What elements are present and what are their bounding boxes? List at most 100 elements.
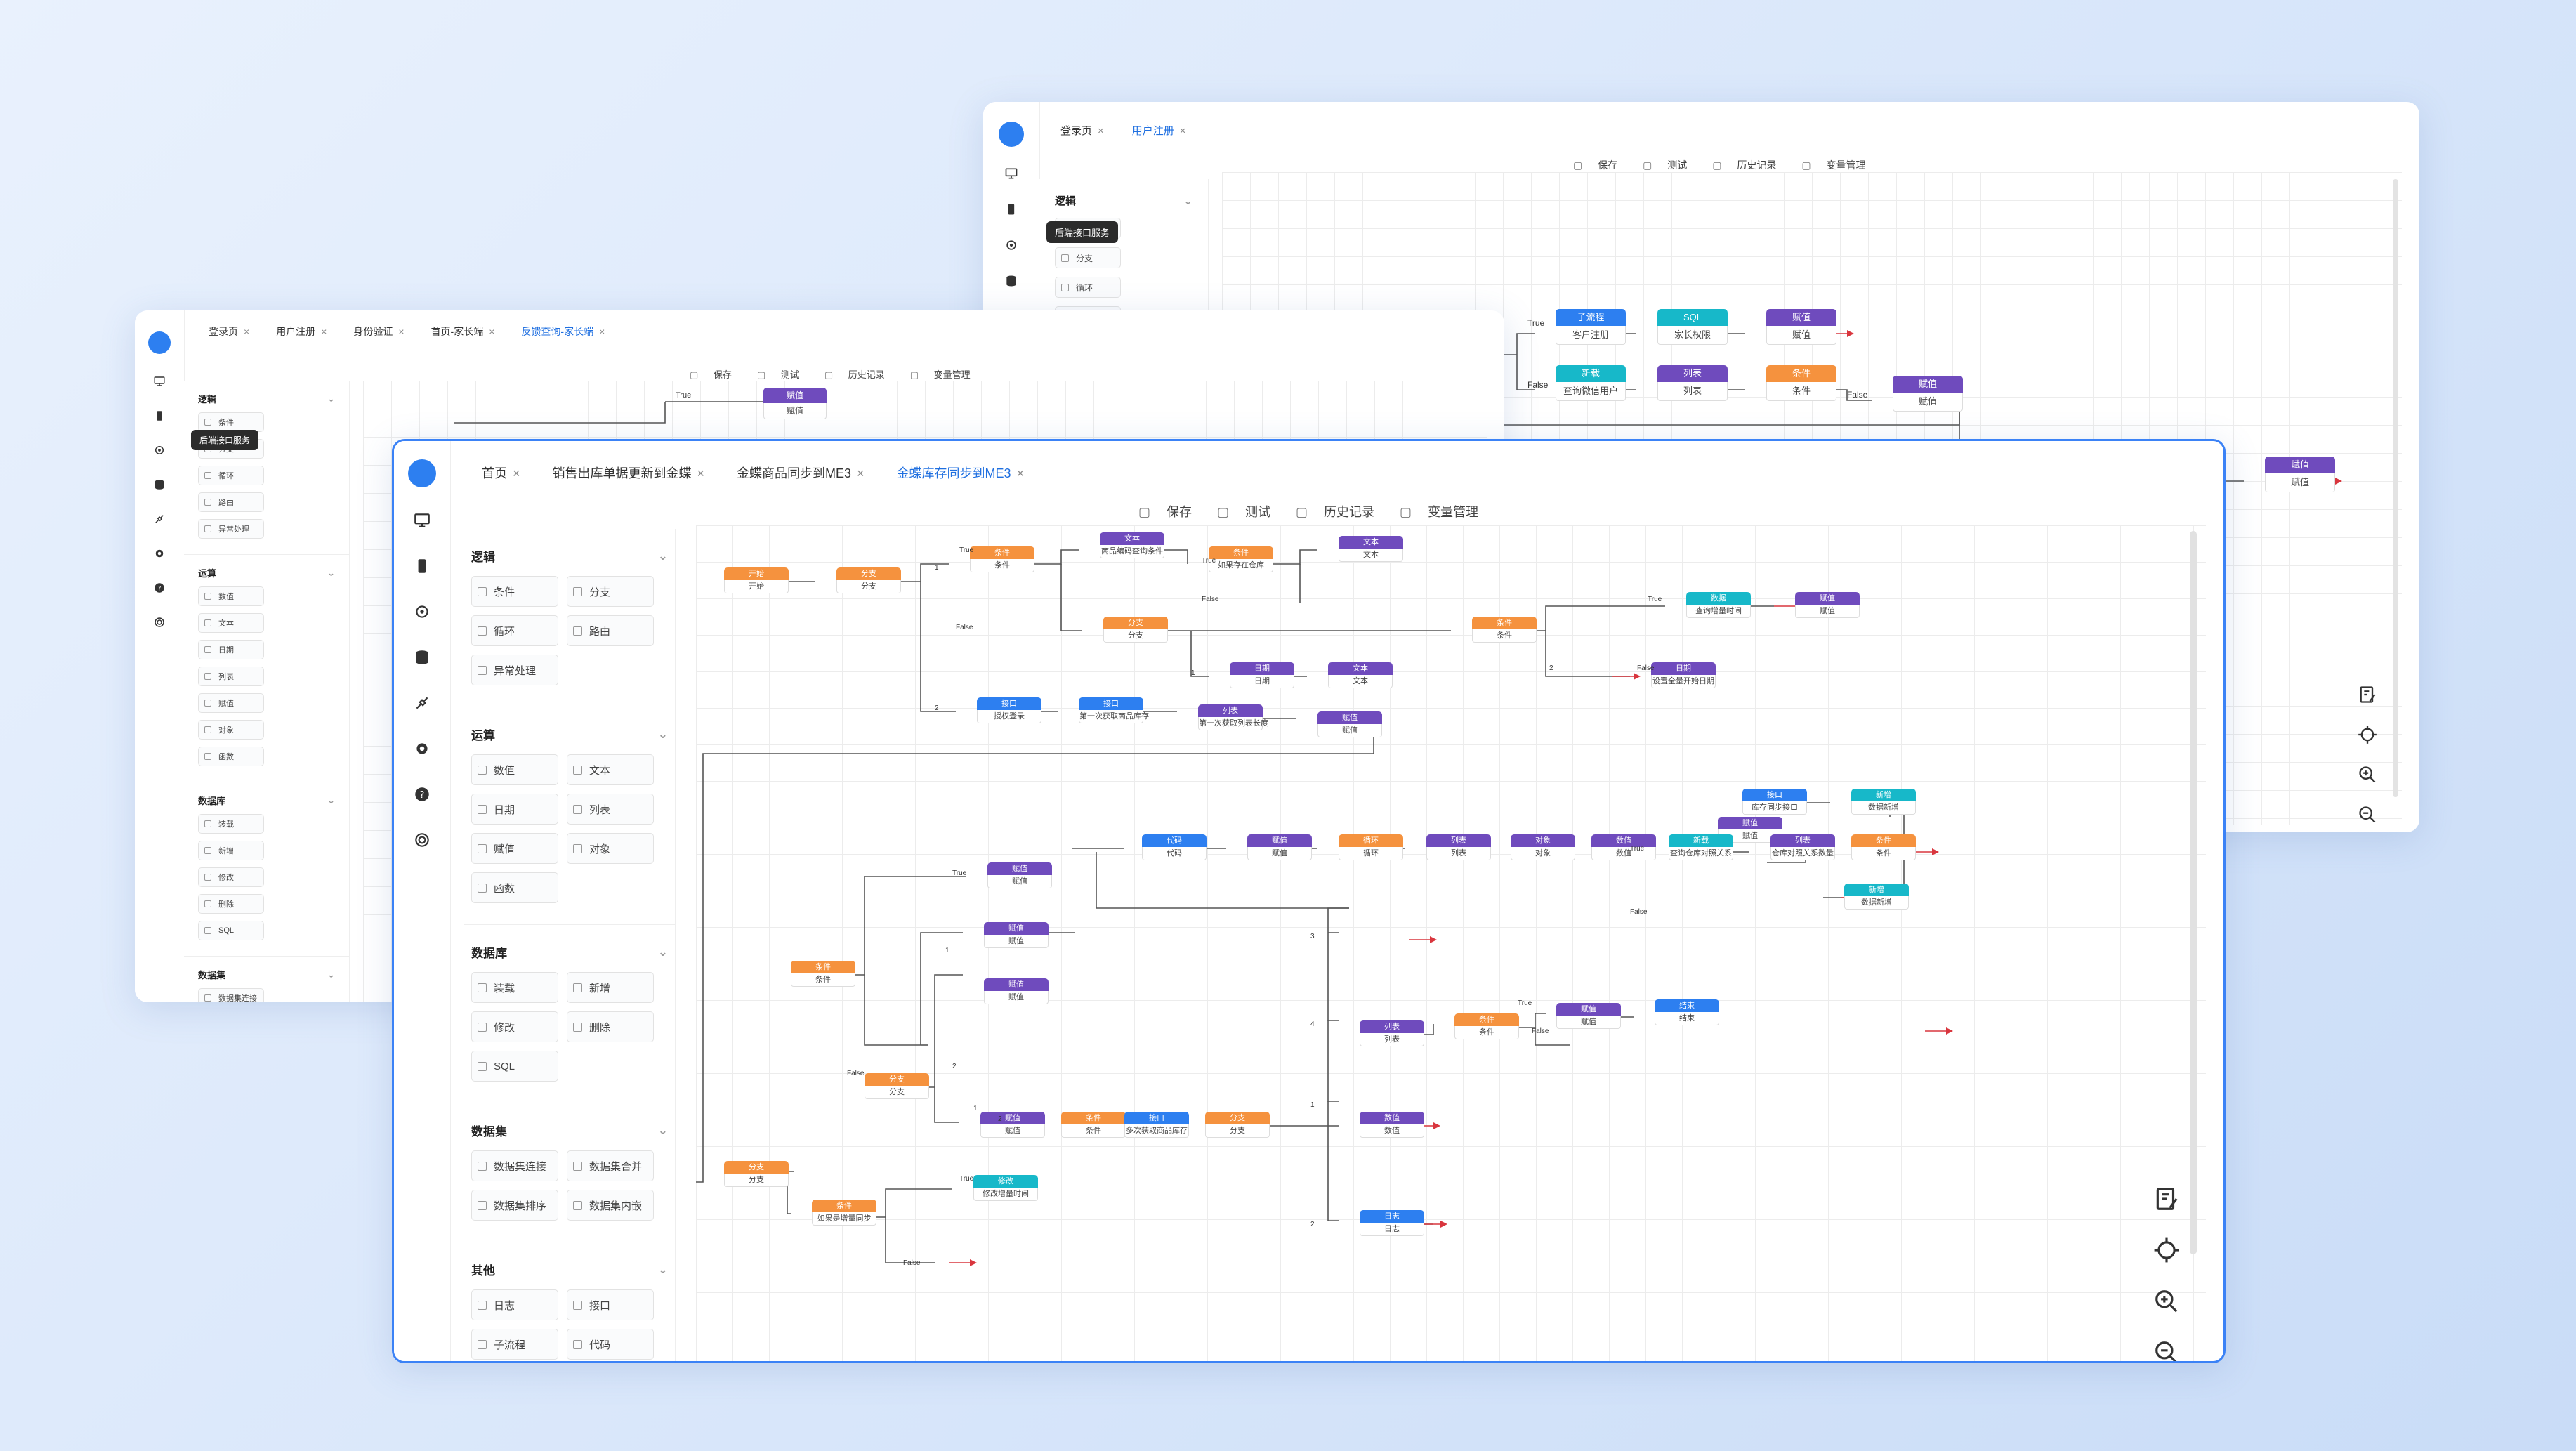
flow-node[interactable]: 数值 数值 xyxy=(1591,834,1656,860)
tab-2[interactable]: 销售出库单据更新到金蝶 × xyxy=(553,464,705,482)
flow-node[interactable]: 数据 查询增量时间 xyxy=(1686,592,1751,618)
flow-node[interactable]: 分支 分支 xyxy=(836,567,901,593)
openai-icon[interactable] xyxy=(153,616,166,632)
database-icon[interactable] xyxy=(413,648,431,670)
scrollbar[interactable] xyxy=(2393,179,2398,797)
flow-node[interactable]: 接口 授权登录 xyxy=(977,697,1041,723)
component-item[interactable]: 异常处理 xyxy=(198,519,264,539)
locate-icon[interactable] xyxy=(2153,1237,2180,1267)
flow-node[interactable]: 结束 结束 xyxy=(1655,999,1719,1025)
flow-node[interactable]: 赋值 赋值 xyxy=(2265,457,2335,492)
component-item[interactable]: 文本 xyxy=(567,754,654,785)
component-item[interactable]: 列表 xyxy=(198,667,264,686)
edit-icon[interactable] xyxy=(2358,685,2377,708)
zoom-in-icon[interactable] xyxy=(2358,765,2377,788)
test-button[interactable]: ▢ 测试 xyxy=(757,367,812,381)
component-item[interactable]: 数值 xyxy=(198,586,264,606)
flow-node[interactable]: SQL 家长权限 xyxy=(1657,309,1728,345)
component-item[interactable]: 删除 xyxy=(567,1011,654,1042)
locate-icon[interactable] xyxy=(2358,725,2377,748)
tab-1[interactable]: 登录页 × xyxy=(1060,123,1104,138)
component-item[interactable]: 循环 xyxy=(471,615,558,646)
chevron-down-icon[interactable]: ⌄ xyxy=(657,549,668,563)
component-item[interactable]: 数据集排序 xyxy=(471,1190,558,1221)
history-button[interactable]: ▢ 历史记录 xyxy=(1712,158,1789,172)
close-icon[interactable]: × xyxy=(1179,124,1186,137)
component-item[interactable]: 文本 xyxy=(198,613,264,633)
history-button[interactable]: ▢ 历史记录 xyxy=(824,367,898,381)
database-icon[interactable] xyxy=(1004,274,1018,291)
chevron-down-icon[interactable]: ⌄ xyxy=(657,945,668,959)
tab-2[interactable]: 用户注册 × xyxy=(1132,123,1186,138)
flow-node[interactable]: 日期 设置全量开始日期 xyxy=(1651,662,1716,688)
close-icon[interactable]: × xyxy=(513,466,520,480)
close-icon[interactable]: × xyxy=(1098,124,1104,137)
chevron-down-icon[interactable]: ⌄ xyxy=(657,727,668,741)
flow-node[interactable]: 接口 多次获取商品库存 xyxy=(1124,1112,1189,1138)
component-item[interactable]: 数据集内嵌 xyxy=(567,1190,654,1221)
flow-node[interactable]: 条件 条件 xyxy=(791,961,855,987)
flow-node[interactable]: 条件 条件 xyxy=(1472,617,1537,643)
settings-icon[interactable] xyxy=(413,740,431,761)
flow-node[interactable]: 接口 第一次获取商品库存 xyxy=(1079,697,1149,723)
flow-node[interactable]: 列表 列表 xyxy=(1657,365,1728,401)
close-icon[interactable]: × xyxy=(244,326,250,337)
tab-3[interactable]: 金蝶商品同步到ME3 × xyxy=(737,464,865,482)
component-item[interactable]: 装载 xyxy=(471,972,558,1003)
flow-node[interactable]: 列表 列表 xyxy=(1360,1020,1424,1046)
component-item[interactable]: 路由 xyxy=(567,615,654,646)
section-title[interactable]: 数据库 ⌄ xyxy=(464,925,675,972)
flow-node[interactable]: 接口 库存同步接口 xyxy=(1742,789,1807,815)
test-button[interactable]: ▢ 测试 xyxy=(1217,502,1283,520)
chevron-down-icon[interactable]: ⌄ xyxy=(657,1123,668,1137)
flow-node[interactable]: 赋值 赋值 xyxy=(1893,376,1963,412)
flow-node[interactable]: 条件 如果存在仓库 xyxy=(1209,546,1273,572)
flow-node[interactable]: 条件 条件 xyxy=(1851,834,1916,860)
flow-node[interactable]: 循环 循环 xyxy=(1339,834,1403,860)
flow-node[interactable]: 开始开始 xyxy=(724,567,789,593)
flow-node[interactable]: 赋值 赋值 xyxy=(1766,309,1836,345)
mobile-icon[interactable] xyxy=(153,409,166,426)
close-icon[interactable]: × xyxy=(1016,466,1025,480)
flow-node[interactable]: 子流程 客户注册 xyxy=(1556,309,1626,345)
section-title[interactable]: 逻辑 ⌄ xyxy=(184,381,349,412)
flow-node[interactable]: 分支 分支 xyxy=(865,1073,929,1099)
component-item[interactable]: 日期 xyxy=(198,640,264,659)
close-icon[interactable]: × xyxy=(697,466,705,480)
component-item[interactable]: 数值 xyxy=(471,754,558,785)
component-item[interactable]: 日志 xyxy=(471,1289,558,1320)
flow-node[interactable]: 条件 条件 xyxy=(970,546,1034,572)
component-item[interactable]: 删除 xyxy=(198,894,264,914)
database-icon[interactable] xyxy=(153,478,166,494)
component-item[interactable]: 分支 xyxy=(1055,247,1121,268)
flow-node[interactable]: 列表 列表 xyxy=(1426,834,1491,860)
flow-node[interactable]: 日志日志 xyxy=(1360,1210,1424,1236)
flow-node[interactable]: 分支 分支 xyxy=(1205,1112,1270,1138)
tab-4[interactable]: 首页-家长端 × xyxy=(431,324,495,339)
flow-node[interactable]: 赋值 赋值 xyxy=(1718,817,1782,843)
component-item[interactable]: SQL xyxy=(471,1051,558,1082)
plugin-icon[interactable] xyxy=(413,694,431,716)
component-item[interactable]: 赋值 xyxy=(471,833,558,864)
flow-node[interactable]: 条件 条件 xyxy=(1454,1013,1519,1039)
scrollbar[interactable] xyxy=(2190,531,2197,1254)
flow-node[interactable]: 文本 文本 xyxy=(1339,536,1403,562)
monitor-icon[interactable] xyxy=(413,511,431,533)
zoom-out-icon[interactable] xyxy=(2358,805,2377,828)
help-icon[interactable]: ? xyxy=(413,785,431,807)
flow-node[interactable]: 列表 仓库对照关系数量 xyxy=(1770,834,1835,860)
component-item[interactable]: SQL xyxy=(198,921,264,940)
component-item[interactable]: 函数 xyxy=(198,747,264,766)
tab-2[interactable]: 用户注册 × xyxy=(276,324,327,339)
chevron-down-icon[interactable]: ⌄ xyxy=(327,794,335,806)
component-item[interactable]: 修改 xyxy=(198,867,264,887)
edit-icon[interactable] xyxy=(2153,1186,2180,1216)
zoom-out-icon[interactable] xyxy=(2153,1339,2180,1361)
mobile-icon[interactable] xyxy=(413,557,431,579)
component-item[interactable]: 条件 xyxy=(198,412,264,432)
close-icon[interactable]: × xyxy=(599,326,605,337)
flow-node[interactable]: 文本 文本 xyxy=(1328,662,1393,688)
component-item[interactable]: 列表 xyxy=(567,794,654,825)
flow-node[interactable]: 赋值 赋值 xyxy=(1247,834,1312,860)
section-title[interactable]: 其他 ⌄ xyxy=(464,1242,675,1289)
